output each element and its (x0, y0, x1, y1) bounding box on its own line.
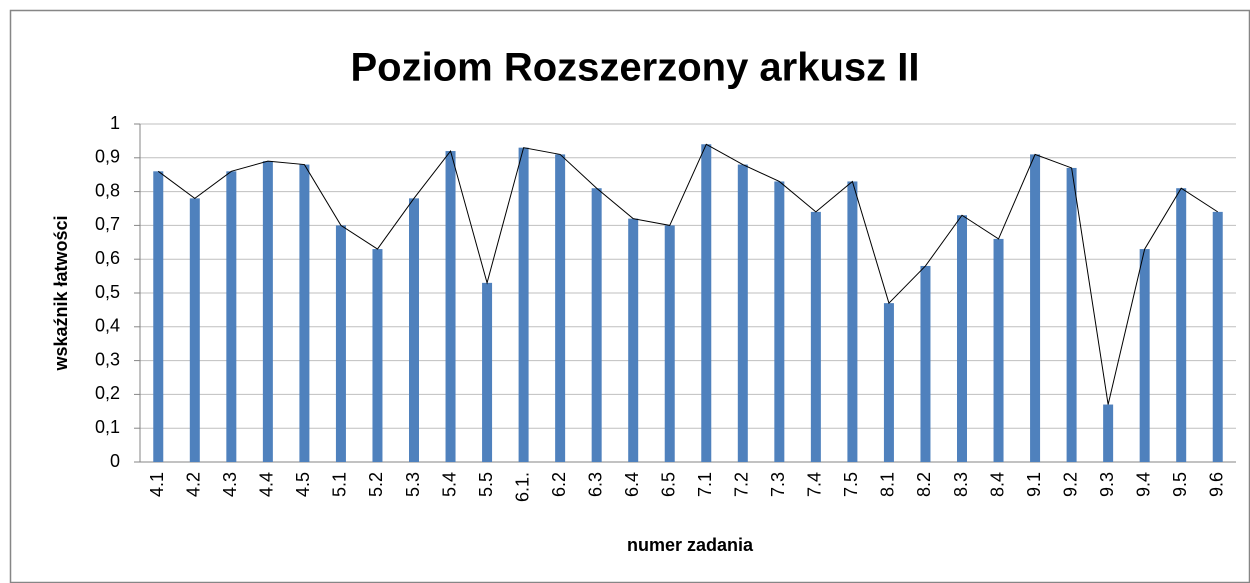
x-tick-label: 6.5 (658, 472, 678, 497)
x-tick-label: 9.5 (1170, 472, 1190, 497)
x-tick-label: 4.5 (293, 472, 313, 497)
bar (628, 218, 639, 462)
x-tick-label: 4.3 (220, 472, 240, 497)
x-tick-label: 5.1 (330, 472, 350, 497)
y-axis-title: wskaźnik łatwości (51, 215, 71, 371)
bar (555, 154, 566, 463)
bar (1103, 404, 1114, 462)
bar (883, 303, 894, 462)
bar (518, 147, 529, 462)
bar (957, 215, 967, 462)
bar (664, 225, 675, 462)
bar (226, 171, 237, 462)
bar (1176, 188, 1187, 462)
y-tick-label: 0,7 (95, 214, 120, 234)
x-tick-label: 6.1. (512, 472, 532, 502)
x-tick-label: 7.1 (695, 472, 715, 497)
y-tick-label: 0,1 (95, 417, 120, 437)
line (157, 143, 1219, 405)
bar (482, 282, 493, 462)
y-tick-label: 0,6 (95, 248, 120, 268)
y-tick-label: 0,8 (95, 180, 120, 200)
x-tick-label: 6.3 (585, 472, 605, 497)
bar (810, 211, 821, 462)
bar (445, 151, 456, 463)
bar (737, 164, 748, 462)
bar (701, 144, 712, 462)
y-tick-label: 0,3 (95, 349, 120, 369)
x-tick-label: 7.3 (768, 472, 788, 497)
chart-title: Poziom Rozszerzony arkusz II (350, 46, 919, 90)
x-tick-label: 4.2 (184, 472, 204, 497)
x-tick-label: 9.3 (1097, 472, 1117, 497)
bar (1030, 154, 1041, 463)
bar (372, 249, 383, 462)
bar (409, 198, 419, 463)
x-tick-label: 8.2 (914, 472, 934, 497)
bar (591, 188, 602, 462)
y-tick-label: 1 (110, 113, 120, 133)
x-tick-label: 4.4 (257, 472, 277, 497)
x-tick-label: 7.5 (841, 472, 861, 497)
bar (299, 164, 310, 462)
x-tick-label: 6.2 (549, 472, 569, 497)
bar (153, 171, 164, 462)
x-tick-label: 9.1 (1024, 472, 1044, 497)
y-tick-label: 0,9 (95, 147, 120, 167)
x-tick-label: 5.4 (439, 472, 459, 497)
bar (993, 238, 1004, 462)
bar (335, 225, 346, 462)
bar (774, 181, 785, 462)
y-tick-label: 0,5 (95, 282, 120, 302)
bar (847, 181, 858, 462)
y-tick-label: 0,4 (95, 316, 120, 336)
bar (1212, 211, 1223, 462)
x-tick-label: 8.4 (987, 472, 1007, 497)
bar (920, 265, 931, 462)
x-tick-label: 9.4 (1133, 472, 1153, 497)
x-tick-label: 7.4 (805, 472, 825, 497)
x-tick-label: 5.3 (403, 472, 423, 497)
x-axis-title: numer zadania (627, 535, 754, 555)
x-tick-label: 8.1 (878, 472, 898, 497)
x-tick-label: 9.6 (1206, 472, 1226, 497)
x-tick-label: 6.4 (622, 472, 642, 497)
y-tick-label: 0,2 (95, 383, 120, 403)
x-tick-label: 7.2 (732, 472, 752, 497)
bar (1066, 167, 1077, 462)
x-tick-label: 4.1 (147, 472, 167, 497)
bar (1139, 249, 1150, 462)
x-tick-label: 5.5 (476, 472, 496, 497)
x-tick-label: 8.3 (951, 472, 971, 497)
x-tick-label: 5.2 (366, 472, 386, 497)
x-tick-label: 9.2 (1060, 472, 1080, 497)
bar (189, 198, 200, 463)
bar (262, 161, 273, 462)
y-tick-label: 0 (110, 451, 120, 471)
